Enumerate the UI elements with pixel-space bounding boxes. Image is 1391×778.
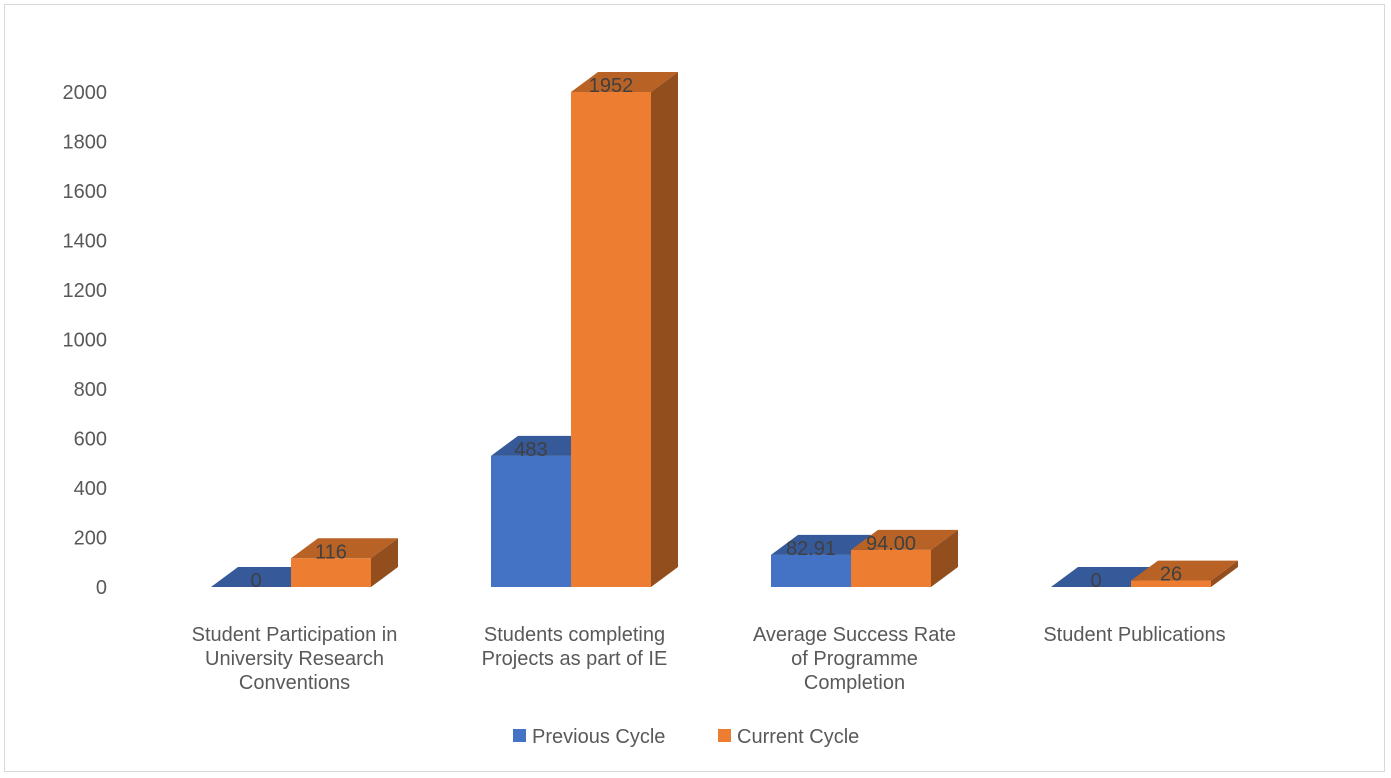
bar-front-face bbox=[291, 558, 371, 587]
legend-item-previous-cycle: Previous Cycle bbox=[513, 726, 665, 748]
chart-svg: 0 200 400 600 800 1000 1200 1400 1600 1800 2000 St… bbox=[63, 72, 1238, 748]
y-tick-label: 1200 bbox=[63, 280, 108, 302]
x-category-label: Student Publications bbox=[1043, 624, 1225, 646]
chart-frame: 0 200 400 600 800 1000 1200 1400 1600 1800 2000 St… bbox=[4, 4, 1385, 772]
bar-front-face bbox=[1131, 580, 1211, 587]
y-tick-label: 0 bbox=[96, 577, 107, 599]
data-label: 26 bbox=[1160, 564, 1182, 586]
data-label: 0 bbox=[250, 570, 261, 592]
bar-top-face bbox=[851, 529, 958, 550]
y-tick-label: 1000 bbox=[63, 330, 108, 352]
data-label: 116 bbox=[315, 541, 347, 563]
bar-current-1 bbox=[571, 72, 678, 587]
bar-current-3 bbox=[1131, 560, 1238, 587]
y-tick-label: 2000 bbox=[63, 82, 108, 104]
y-tick-label: 1400 bbox=[63, 231, 108, 253]
y-tick-label: 800 bbox=[74, 379, 107, 401]
y-tick-label: 600 bbox=[74, 429, 107, 451]
bar-front-face bbox=[851, 549, 931, 587]
legend-swatch bbox=[513, 729, 526, 742]
x-category-label: Students completing Projects as part of I… bbox=[482, 624, 668, 670]
x-category-label: Average Success Rate of Programme Completi… bbox=[753, 624, 956, 694]
bar-top-face bbox=[571, 72, 678, 92]
y-tick-label: 1600 bbox=[63, 181, 108, 203]
data-label: 1952 bbox=[589, 75, 634, 97]
data-label: 483 bbox=[514, 439, 547, 461]
bar-current-0 bbox=[291, 538, 398, 587]
bar-side-face bbox=[371, 538, 398, 587]
legend-label: Current Cycle bbox=[737, 726, 859, 748]
bar-front-face bbox=[771, 554, 851, 587]
bar-current-2 bbox=[851, 529, 958, 587]
bar-side-face bbox=[931, 529, 958, 587]
bars bbox=[211, 72, 1238, 587]
y-tick-label: 1800 bbox=[63, 132, 108, 154]
data-label: 82.91 bbox=[786, 538, 836, 560]
legend: Previous Cycle Current Cycle bbox=[513, 726, 859, 748]
data-label: 94.00 bbox=[866, 533, 916, 555]
legend-swatch bbox=[718, 729, 731, 742]
y-axis: 0 200 400 600 800 1000 1200 1400 1600 1800 2000 bbox=[63, 82, 108, 599]
x-axis-labels: Student Participation in University Resea… bbox=[192, 624, 1226, 694]
legend-label: Previous Cycle bbox=[532, 726, 665, 748]
bar-side-face bbox=[1211, 560, 1238, 587]
bar-top-face bbox=[1131, 560, 1238, 581]
y-tick-label: 200 bbox=[74, 528, 107, 550]
bar-front-face bbox=[571, 92, 651, 587]
data-labels: 0 116 483 1952 82.91 94.00 0 26 bbox=[250, 75, 1182, 592]
bar-front-face bbox=[491, 455, 571, 587]
legend-item-current-cycle: Current Cycle bbox=[718, 726, 859, 748]
data-label: 0 bbox=[1090, 570, 1101, 592]
y-tick-label: 400 bbox=[74, 478, 107, 500]
bar-top-face bbox=[291, 538, 398, 559]
x-category-label: Student Participation in University Resea… bbox=[192, 624, 398, 694]
bar-side-face bbox=[651, 72, 678, 587]
